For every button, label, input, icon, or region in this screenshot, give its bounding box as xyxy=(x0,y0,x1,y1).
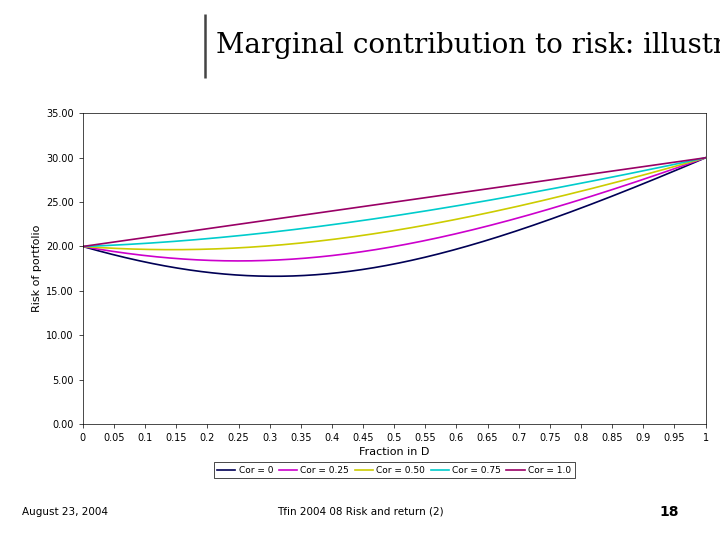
Cor = 0.75 xyxy=(446,204,454,210)
Cor = 0.25 xyxy=(446,232,455,238)
Cor = 0.75 xyxy=(495,195,503,202)
Line: Cor = 0.25: Cor = 0.25 xyxy=(83,158,706,261)
Cor = 0.75 xyxy=(189,237,197,243)
Line: Cor = 0.50: Cor = 0.50 xyxy=(83,158,706,249)
Cor = 0 xyxy=(361,266,370,272)
Cor = 0.25 xyxy=(495,220,504,226)
Cor = 0.50 xyxy=(240,244,248,251)
Cor = 0.50 xyxy=(549,195,557,201)
Cor = 1.0 xyxy=(78,243,87,249)
Cor = 0.50 xyxy=(168,246,176,253)
X-axis label: Fraction in D: Fraction in D xyxy=(359,447,429,457)
Cor = 0.25 xyxy=(78,243,87,249)
Cor = 0.25 xyxy=(235,258,243,264)
Cor = 0.50 xyxy=(495,207,504,213)
Cor = 0.25 xyxy=(549,205,557,211)
Legend: Cor = 0, Cor = 0.25, Cor = 0.50, Cor = 0.75, Cor = 1.0: Cor = 0, Cor = 0.25, Cor = 0.50, Cor = 0… xyxy=(214,462,575,478)
Cor = 0.25 xyxy=(189,256,197,263)
Cor = 0 xyxy=(446,247,455,254)
Cor = 1.0 xyxy=(495,184,503,191)
Cor = 0 xyxy=(701,154,710,161)
Cor = 1.0 xyxy=(189,227,197,234)
Cor = 1.0 xyxy=(446,191,454,198)
Cor = 0.50 xyxy=(361,232,370,238)
Cor = 0 xyxy=(78,243,87,249)
Cor = 0.75 xyxy=(701,154,710,161)
Cor = 0.50 xyxy=(446,217,455,224)
Cor = 0.75 xyxy=(360,217,369,224)
Cor = 1.0 xyxy=(547,177,556,183)
Y-axis label: Risk of portfolio: Risk of portfolio xyxy=(32,225,42,312)
Cor = 0.75 xyxy=(78,243,87,249)
Cor = 0.25 xyxy=(240,258,248,264)
Text: Tfin 2004 08 Risk and return (2): Tfin 2004 08 Risk and return (2) xyxy=(276,507,444,517)
Line: Cor = 1.0: Cor = 1.0 xyxy=(83,158,706,246)
Cor = 0 xyxy=(549,215,557,221)
Line: Cor = 0: Cor = 0 xyxy=(83,158,706,276)
Cor = 0 xyxy=(270,273,279,280)
Line: Cor = 0.75: Cor = 0.75 xyxy=(83,158,706,246)
Cor = 0 xyxy=(238,272,247,279)
Cor = 0.25 xyxy=(361,248,370,254)
Text: Marginal contribution to risk: illustration: Marginal contribution to risk: illustrat… xyxy=(216,32,720,59)
Text: 18: 18 xyxy=(660,505,680,519)
Text: August 23, 2004: August 23, 2004 xyxy=(22,507,107,517)
Cor = 0.75 xyxy=(238,232,247,239)
Cor = 0.50 xyxy=(190,246,199,253)
Cor = 1.0 xyxy=(701,154,710,161)
Cor = 0.50 xyxy=(78,243,87,249)
Cor = 1.0 xyxy=(238,220,247,227)
Cor = 0.75 xyxy=(547,186,556,192)
Cor = 0.50 xyxy=(701,154,710,161)
Cor = 0 xyxy=(189,267,197,274)
Cor = 0 xyxy=(495,233,504,240)
Cor = 0.25 xyxy=(701,154,710,161)
Cor = 1.0 xyxy=(360,203,369,210)
